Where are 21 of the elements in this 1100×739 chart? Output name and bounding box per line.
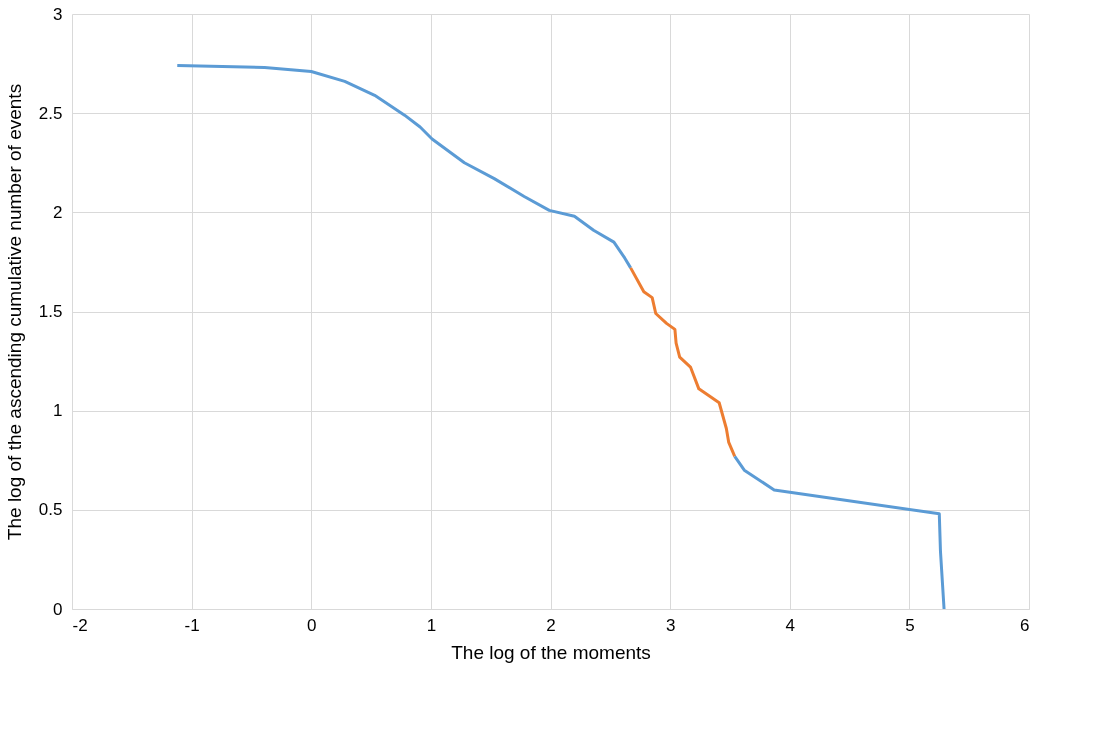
x-tick-label: 5 — [905, 615, 915, 635]
x-tick-label: 1 — [426, 615, 437, 635]
line-series — [629, 266, 737, 458]
y-axis-title: The log of the ascending cumulative number of events — [3, 83, 25, 541]
y-tick-label: 0.5 — [38, 500, 63, 520]
x-tick-label: 3 — [665, 615, 676, 635]
y-tick-label: 2 — [53, 202, 63, 222]
x-tick-label: -1 — [184, 615, 200, 635]
x-tick-label: 6 — [1020, 615, 1030, 635]
x-tick-label: 2 — [546, 615, 556, 635]
line-series — [175, 64, 633, 270]
x-tick-label: 4 — [785, 615, 795, 635]
x-tick-label: 0 — [307, 615, 317, 635]
y-tick-label: 1.5 — [38, 302, 63, 321]
y-tick-label: 3 — [53, 4, 63, 24]
y-tick-label: 0 — [53, 599, 63, 619]
y-tick-label: 2.5 — [38, 103, 63, 123]
x-tick-label: -2 — [72, 615, 88, 635]
x-axis-title: The log of the moments — [451, 641, 651, 663]
line-series — [733, 454, 946, 611]
y-tick-label: 1 — [53, 401, 63, 421]
